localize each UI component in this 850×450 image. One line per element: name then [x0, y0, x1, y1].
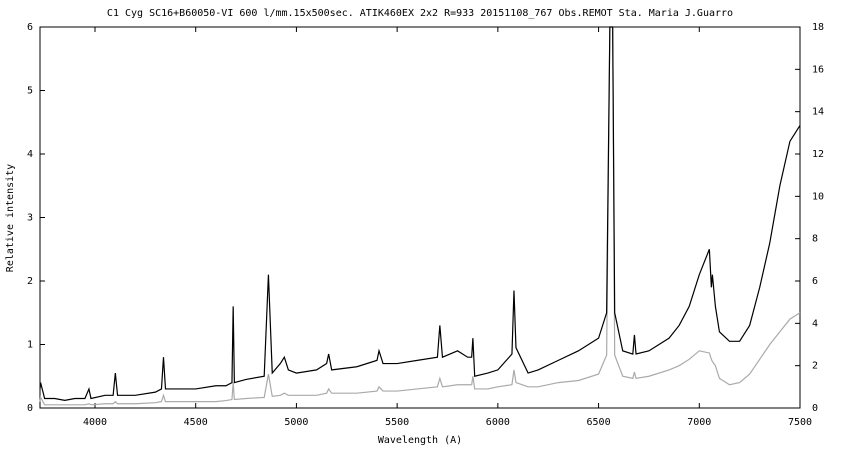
x-tick-label: 6500 [587, 417, 611, 428]
x-tick-label: 5500 [385, 417, 409, 428]
x-tick-label: 7500 [788, 417, 812, 428]
y2-tick-label: 6 [812, 276, 818, 287]
y2-tick-label: 14 [812, 107, 824, 118]
y-axis-label: Relative intensity [5, 164, 16, 272]
x-tick-label: 5000 [284, 417, 308, 428]
y2-tick-label: 16 [812, 64, 824, 75]
y-tick-label: 6 [27, 22, 33, 33]
x-axis-label: Wavelength (A) [378, 435, 462, 446]
spectrum-line [39, 26, 801, 406]
y2-tick-label: 2 [812, 361, 818, 372]
x-tick-label: 7000 [687, 417, 711, 428]
y-tick-label: 3 [27, 213, 33, 224]
y2-tick-label: 0 [812, 403, 818, 414]
x-tick-label: 4500 [184, 417, 208, 428]
y2-tick-label: 18 [812, 22, 824, 33]
y2-tick-label: 10 [812, 191, 824, 202]
y-tick-label: 1 [27, 340, 33, 351]
y2-tick-label: 8 [812, 234, 818, 245]
y2-tick-label: 4 [812, 318, 818, 329]
y-tick-label: 2 [27, 276, 33, 287]
y2-tick-label: 12 [812, 149, 824, 160]
x-tick-label: 4000 [83, 417, 107, 428]
y-tick-label: 0 [27, 403, 33, 414]
x-tick-label: 6000 [486, 417, 510, 428]
plot-frame [39, 26, 801, 409]
y-tick-label: 4 [27, 149, 33, 160]
chart-title: C1 Cyg SC16+B60050-VI 600 l/mm.15x500sec… [107, 8, 733, 19]
y-tick-label: 5 [27, 86, 33, 97]
spectrum-line [39, 26, 801, 401]
